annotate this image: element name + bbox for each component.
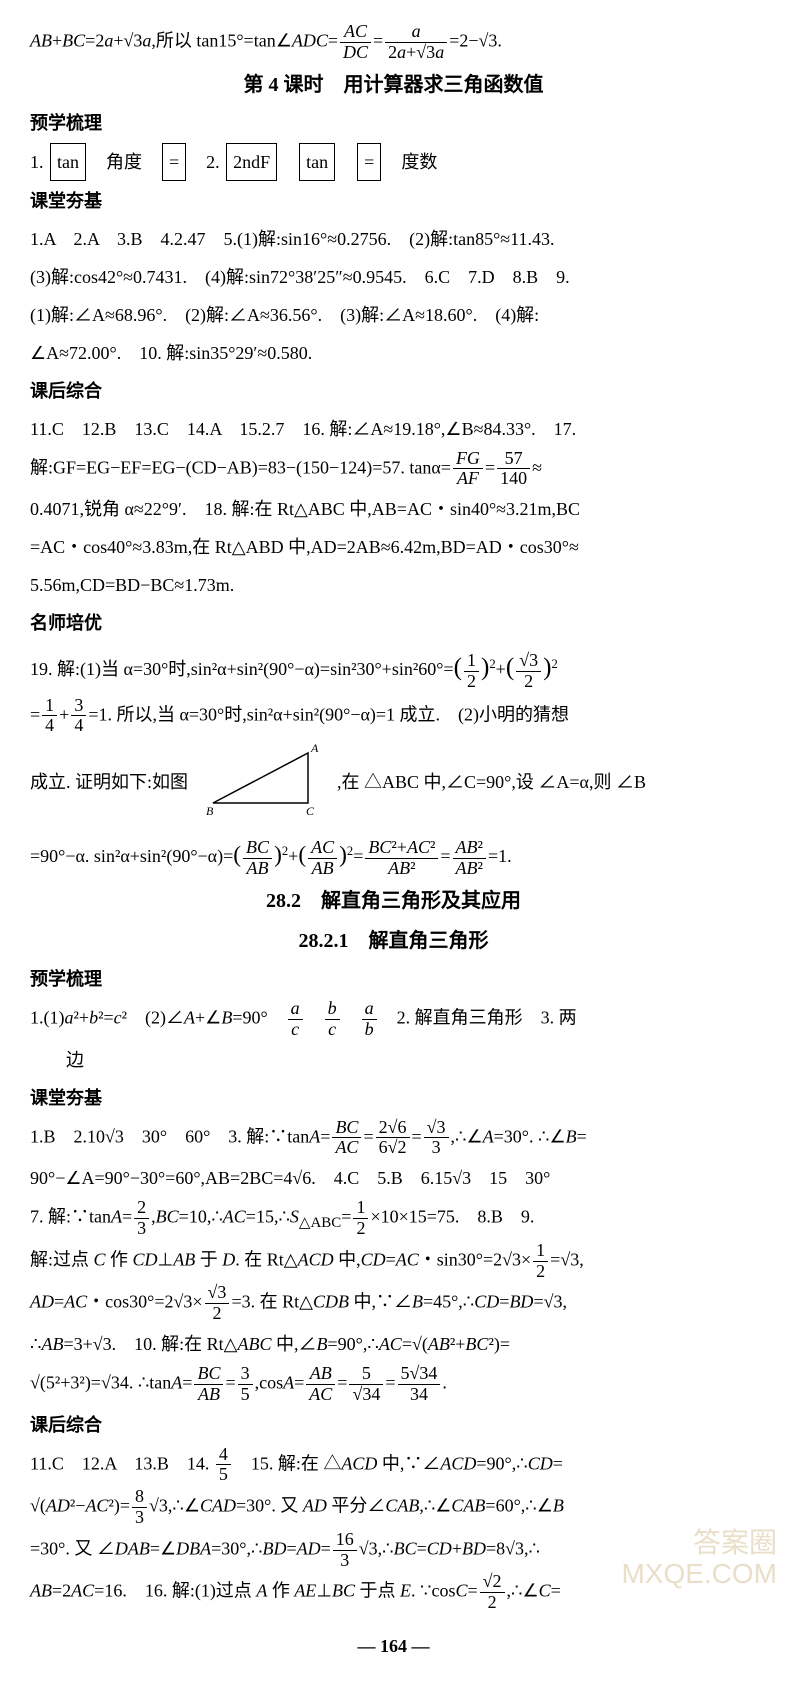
kh2-l1: 11.C 12.A 13.B 14. 45 15. 解:在 △ACD 中,∵∠A…: [30, 1445, 757, 1486]
kt2-l1: 1.B 2.10√3 30° 60° 3. 解:∵tanA=BCAC=2√66√…: [30, 1118, 757, 1159]
yuxue-content-1: 1. tan 角度 = 2. 2ndF tan = 度数: [30, 143, 757, 181]
tri-label-b: B: [206, 804, 214, 818]
ms-l3: 成立. 证明如下:如图 A B C ,在 △ABC 中,∠C=90°,设 ∠A=…: [30, 738, 757, 830]
key-eq-1: =: [162, 143, 186, 181]
tri-label-c: C: [306, 804, 315, 818]
key-tan-2: tan: [299, 143, 335, 181]
key-tan-1: tan: [50, 143, 86, 181]
ms-l3b: ,在 △ABC 中,∠C=90°,设 ∠A=α,则 ∠B: [337, 772, 646, 792]
kt1-l1: 1.A 2.A 3.B 4.2.47 5.(1)解:sin16°≈0.2756.…: [30, 221, 757, 257]
section2-title1: 28.2 解直角三角形及其应用: [30, 881, 757, 921]
heading-ketang-2: 课堂夯基: [30, 1080, 757, 1116]
kt1-l2: (3)解:cos42°≈0.7431. (4)解:sin72°38′25″≈0.…: [30, 259, 757, 295]
section2-title2: 28.2.1 解直角三角形: [30, 921, 757, 961]
kt2-l4: 解:过点 C 作 CD⊥AB 于 D. 在 Rt△ACD 中,CD=AC・sin…: [30, 1241, 757, 1282]
frac-57-140: 57140: [497, 449, 530, 490]
heading-yuxue-1: 预学梳理: [30, 105, 757, 141]
kh1-l5: 5.56m,CD=BD−BC≈1.73m.: [30, 567, 757, 603]
ms-l4: =90°−α. sin²α+sin²(90°−α)=(BCAB)2+(ACAB)…: [30, 832, 757, 879]
kt1-l4: ∠A≈72.00°. 10. 解:sin35°29′≈0.580.: [30, 335, 757, 371]
ms-l3a: 成立. 证明如下:如图: [30, 772, 188, 792]
kt2-l5: AD=AC・cos30°=2√3×√32=3. 在 Rt△CDB 中,∵∠B=4…: [30, 1283, 757, 1324]
kt2-l6: ∴AB=3+√3. 10. 解:在 Rt△ABC 中,∠B=90°,∴AC=√(…: [30, 1326, 757, 1362]
yx2-l2: 边: [30, 1042, 757, 1078]
kh1-l3: 0.4071,锐角 α≈22°9′. 18. 解:在 Rt△ABC 中,AB=A…: [30, 491, 757, 527]
heading-mingshi: 名师培优: [30, 605, 757, 641]
kh2-l4: AB=2AC=16. 16. 解:(1)过点 A 作 AE⊥BC 于点 E. ∵…: [30, 1572, 757, 1613]
kt2-l3: 7. 解:∵tanA=23,BC=10,∴AC=15,∴S△ABC=12×10×…: [30, 1198, 757, 1239]
text-1e: [337, 152, 355, 172]
kt2-l2: 90°−∠A=90°−30°=60°,AB=2BC=4√6. 4.C 5.B 6…: [30, 1160, 757, 1196]
text-1f: 度数: [383, 152, 437, 172]
triangle-diagram: A B C: [198, 738, 328, 830]
kh1-l2b: ≈: [532, 457, 542, 477]
key-2ndf: 2ndF: [226, 143, 277, 181]
heading-kehou-2: 课后综合: [30, 1407, 757, 1443]
text-1b: 角度: [88, 152, 160, 172]
section1-title: 第 4 课时 用计算器求三角函数值: [30, 65, 757, 105]
kh1-l2a: 解:GF=EG−EF=EG−(CD−AB)=83−(150−124)=57. t…: [30, 457, 451, 477]
tri-label-a: A: [310, 741, 319, 755]
text-1a: 1.: [30, 152, 48, 172]
page-number: — 164 —: [30, 1628, 757, 1664]
yx2-l1: 1.(1)a²+b²=c² (2)∠A+∠B=90° ac bc ab 2. 解…: [30, 999, 757, 1040]
heading-ketang-1: 课堂夯基: [30, 183, 757, 219]
top-equation: AB+BC=2a+√3a,所以 tan15°=tan∠ADC=ACDC=a2a+…: [30, 22, 757, 63]
kh1-l1: 11.C 12.B 13.C 14.A 15.2.7 16. 解:∠A≈19.1…: [30, 411, 757, 447]
kh2-l3: =30°. 又 ∠DAB=∠DBA=30°,∴BD=AD=163√3,∴BC=C…: [30, 1530, 757, 1571]
ms-l2: =14+34=1. 所以,当 α=30°时,sin²α+sin²(90°−α)=…: [30, 696, 757, 737]
ms-l1: 19. 解:(1)当 α=30°时,sin²α+sin²(90°−α)=sin²…: [30, 643, 757, 693]
kh2-l2: √(AD²−AC²)=83√3,∴∠CAD=30°. 又 AD 平分∠CAB,∴…: [30, 1487, 757, 1528]
kt2-l7: √(5²+3²)=√34. ∴tanA=BCAB=35,cosA=ABAC=5√…: [30, 1364, 757, 1405]
text-1d: [279, 152, 297, 172]
heading-kehou-1: 课后综合: [30, 373, 757, 409]
kh1-l2: 解:GF=EG−EF=EG−(CD−AB)=83−(150−124)=57. t…: [30, 449, 757, 490]
heading-yuxue-2: 预学梳理: [30, 961, 757, 997]
key-eq-2: =: [357, 143, 381, 181]
kt1-l3: (1)解:∠A≈68.96°. (2)解:∠A≈36.56°. (3)解:∠A≈…: [30, 297, 757, 333]
text-1c: 2.: [188, 152, 224, 172]
frac-fg-af: FGAF: [453, 449, 483, 490]
kh1-l4: =AC・cos40°≈3.83m,在 Rt△ABD 中,AD=2AB≈6.42m…: [30, 529, 757, 565]
